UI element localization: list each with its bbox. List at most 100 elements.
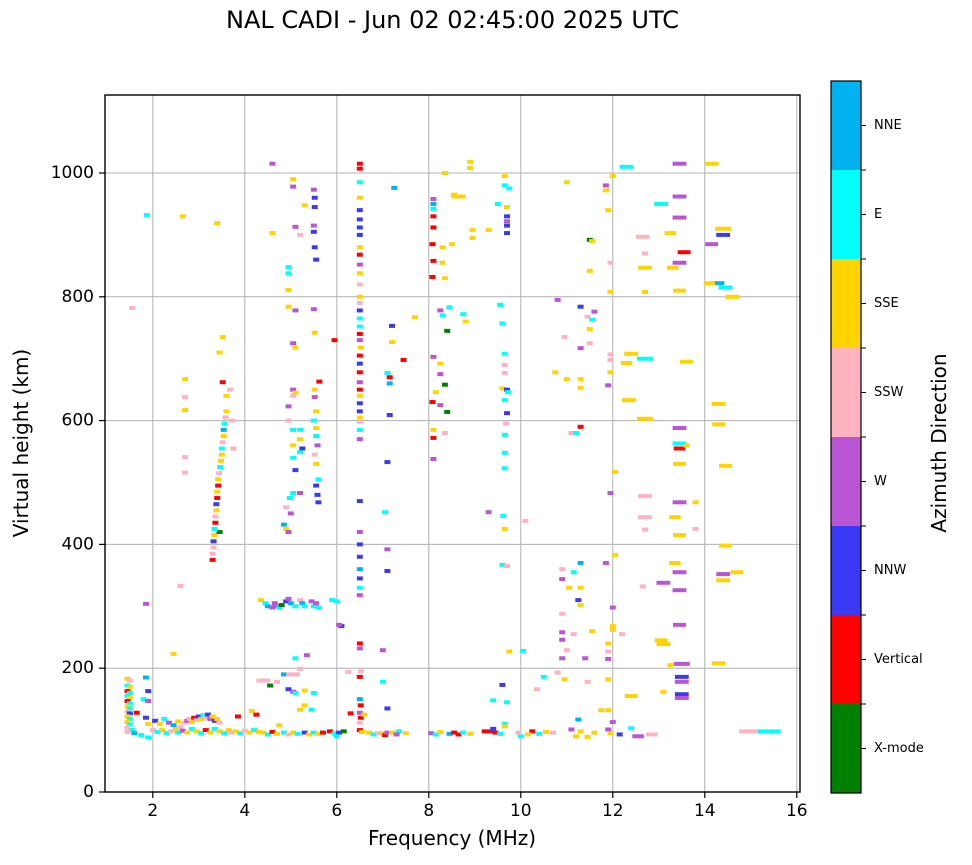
echo-point (485, 510, 492, 515)
echo-point (607, 289, 614, 294)
echo-point (673, 622, 686, 627)
echo-point (719, 463, 732, 468)
echo-point (654, 638, 668, 643)
echo-point (308, 707, 315, 712)
y-axis-ticks: 0 200 400 600 800 1000 (51, 163, 105, 802)
echo-point (297, 491, 304, 496)
echo-point (313, 483, 320, 488)
echo-point (356, 427, 363, 432)
echo-point (429, 274, 436, 279)
echo-point (290, 427, 297, 432)
echo-point (605, 649, 612, 654)
echo-point (504, 387, 510, 392)
echo-point (501, 450, 508, 455)
echo-point (462, 319, 469, 324)
echo-point (198, 731, 205, 736)
echo-point (605, 641, 612, 646)
echo-point (248, 708, 255, 713)
echo-point (602, 560, 609, 565)
echo-point (642, 289, 648, 294)
echo-point (607, 491, 614, 496)
echo-point (311, 245, 318, 250)
echo-point (215, 483, 222, 488)
echo-point (175, 730, 182, 735)
echo-point (313, 461, 320, 466)
echo-point (624, 351, 639, 356)
echo-point (683, 443, 690, 448)
echo-point (757, 729, 781, 734)
echo-point (679, 359, 693, 364)
echo-point (716, 572, 731, 577)
echo-point (313, 257, 320, 262)
echo-point (430, 201, 437, 206)
echo-point (673, 533, 686, 538)
echo-point (356, 674, 363, 679)
echo-point (241, 728, 248, 733)
echo-point (314, 443, 321, 448)
echo-point (356, 401, 363, 406)
echo-point (179, 214, 186, 219)
echo-point (124, 714, 131, 719)
echo-point (672, 500, 687, 505)
echo-point (274, 731, 281, 736)
echo-point (370, 732, 377, 737)
echo-point (200, 713, 207, 718)
echo-point (264, 732, 271, 737)
echo-point (384, 460, 391, 465)
echo-point (228, 418, 235, 423)
echo-point (267, 683, 274, 688)
y-tick-label: 800 (62, 287, 94, 307)
echo-point (656, 642, 671, 647)
echo-point (292, 308, 299, 313)
echo-point (501, 183, 508, 188)
echo-point (356, 208, 363, 213)
echo-point (170, 651, 177, 656)
echo-point (501, 362, 508, 367)
echo-point (285, 271, 292, 276)
echo-point (356, 554, 363, 559)
echo-point (301, 203, 308, 208)
echo-point (395, 729, 402, 734)
echo-point (609, 174, 616, 179)
echo-point (725, 294, 740, 299)
echo-point (501, 174, 508, 179)
echo-point (316, 379, 323, 384)
x-tick-label: 4 (239, 801, 250, 821)
echo-point (297, 666, 304, 671)
echo-point (220, 427, 227, 432)
echo-point (285, 418, 292, 423)
echo-point (278, 603, 285, 608)
echo-point (490, 726, 497, 731)
colorbar-tick-label: Vertical (874, 652, 923, 667)
echo-point (386, 413, 393, 418)
echo-point (672, 260, 687, 265)
echo-point (563, 648, 570, 653)
echo-point (384, 370, 391, 375)
echo-point (294, 731, 301, 736)
plot-frame (104, 94, 801, 793)
echo-point (522, 518, 529, 523)
echo-point (301, 730, 308, 735)
echo-point (287, 601, 294, 606)
echo-point (739, 729, 758, 734)
echo-point (290, 177, 297, 182)
echo-point (237, 731, 244, 736)
echo-point (451, 730, 458, 735)
echo-point (566, 585, 573, 590)
echo-point (672, 570, 687, 575)
echo-point (216, 720, 223, 725)
echo-point (219, 440, 226, 445)
echo-point (126, 690, 133, 695)
echo-point (129, 728, 136, 733)
echo-point (430, 206, 437, 211)
echo-point (297, 427, 304, 432)
echo-point (165, 720, 172, 725)
echo-point (730, 570, 744, 575)
echo-point (524, 732, 531, 737)
echo-point (711, 401, 726, 406)
echo-point (310, 223, 317, 228)
echo-point (504, 223, 510, 228)
echo-point (467, 166, 474, 171)
echo-point (499, 562, 506, 567)
echo-point (460, 730, 467, 735)
